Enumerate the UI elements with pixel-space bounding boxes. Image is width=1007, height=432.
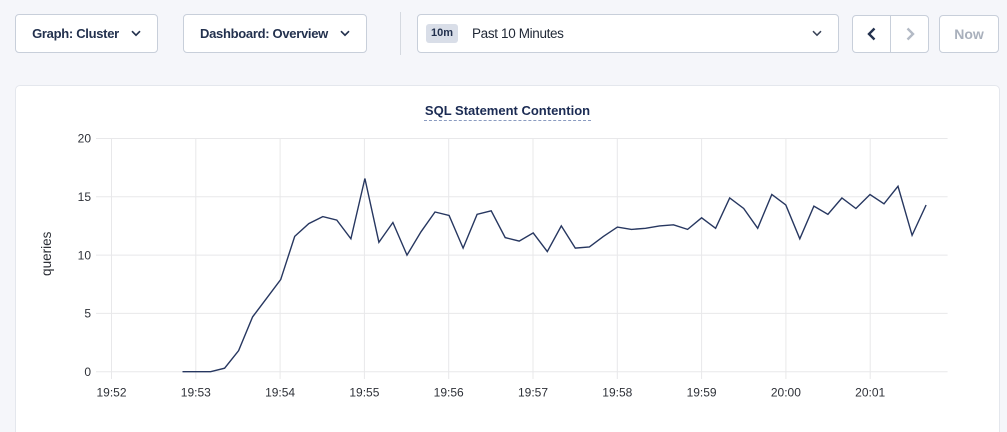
svg-text:19:57: 19:57 — [518, 386, 548, 400]
svg-text:20: 20 — [78, 132, 92, 146]
svg-text:20:01: 20:01 — [855, 386, 885, 400]
svg-text:queries: queries — [39, 231, 54, 276]
svg-text:19:54: 19:54 — [265, 386, 295, 400]
svg-text:15: 15 — [78, 190, 92, 204]
svg-text:5: 5 — [84, 307, 91, 321]
svg-text:19:58: 19:58 — [602, 386, 632, 400]
svg-text:0: 0 — [84, 365, 91, 379]
svg-text:19:59: 19:59 — [687, 386, 717, 400]
svg-text:10: 10 — [78, 248, 92, 262]
svg-text:19:52: 19:52 — [96, 386, 126, 400]
svg-text:20:00: 20:00 — [771, 386, 801, 400]
svg-text:19:53: 19:53 — [181, 386, 211, 400]
svg-text:19:55: 19:55 — [349, 386, 379, 400]
svg-text:19:56: 19:56 — [434, 386, 464, 400]
